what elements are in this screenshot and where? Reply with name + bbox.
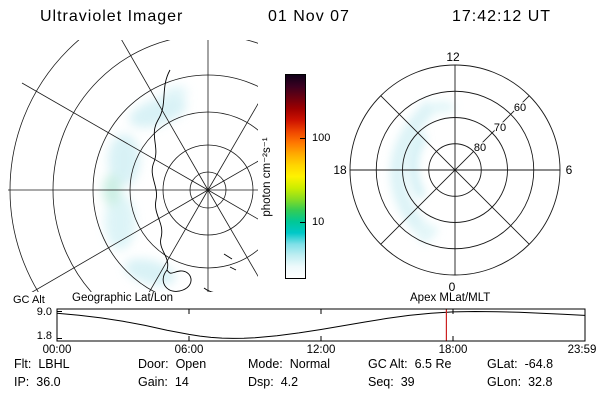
status-glat-value: -64.8: [524, 357, 554, 371]
mlt-label-6: 6: [566, 163, 573, 177]
timeline-ylabel: GC Alt: [13, 294, 45, 306]
xtick-0600: 06:00: [174, 344, 204, 356]
right-panel-title: Apex MLat/MLT: [410, 292, 491, 304]
status-seq-label: Seq:: [368, 375, 394, 389]
status-gcalt: GC Alt: 6.5 Re: [368, 357, 451, 371]
status-ip: IP: 36.0: [14, 375, 61, 389]
colorbar-tick-label: 10: [312, 215, 325, 228]
status-door-value: Open: [175, 357, 207, 371]
status-seq: Seq: 39: [368, 375, 415, 389]
status-seq-value: 39: [400, 375, 415, 389]
polar-mlt-panel: 12 0 18 6 80 70 60: [333, 50, 573, 294]
status-ip-label: IP:: [14, 375, 30, 389]
status-flt-value: LBHL: [38, 357, 70, 371]
date-display: 01 Nov 07: [268, 8, 350, 25]
xtick-1800: 18:00: [438, 344, 468, 356]
status-glat: GLat: -64.8: [487, 357, 553, 371]
aurora-emission-polar: [390, 99, 455, 245]
status-mode-value: Normal: [289, 357, 331, 371]
status-mode-label: Mode:: [248, 357, 283, 371]
status-glon-value: 32.8: [528, 375, 553, 389]
coastline: [151, 69, 237, 292]
status-flt-label: Flt:: [14, 357, 32, 371]
status-door-label: Door:: [138, 357, 169, 371]
mlt-label-0: 0: [449, 280, 456, 294]
mlat-mlt-grid: [349, 64, 561, 276]
status-gcalt-value: 6.5 Re: [414, 357, 452, 371]
geographic-map-panel: [8, 40, 258, 292]
gc-alt-timeline: [56, 308, 586, 342]
status-gcalt-label: GC Alt:: [368, 357, 408, 371]
mlt-label-18: 18: [333, 163, 347, 177]
colorbar-tick-label: 100: [312, 131, 331, 144]
mlat-label-80: 80: [474, 142, 486, 154]
status-glon: GLon: 32.8: [487, 375, 552, 389]
left-panel-title: Geographic Lat/Lon: [72, 292, 174, 304]
mlat-label-70: 70: [494, 122, 506, 134]
status-glon-label: GLon:: [487, 375, 522, 389]
status-door: Door: Open: [138, 357, 206, 371]
time-display: 17:42:12 UT: [452, 8, 552, 25]
status-dsp-label: Dsp:: [248, 375, 274, 389]
status-dsp: Dsp: 4.2: [248, 375, 298, 389]
colorbar-label: photon cm⁻²s⁻¹: [261, 137, 273, 217]
status-dsp-value: 4.2: [280, 375, 299, 389]
timeline-ticks: [57, 309, 454, 341]
status-gain-label: Gain:: [138, 375, 168, 389]
status-mode: Mode: Normal: [248, 357, 330, 371]
status-flt: Flt: LBHL: [14, 357, 70, 371]
mlat-label-60: 60: [514, 102, 526, 114]
colorbar-gradient: [285, 74, 306, 279]
status-gain: Gain: 14: [138, 375, 189, 389]
colorbar: 100 10: [285, 74, 330, 279]
mlt-label-12: 12: [446, 50, 460, 64]
gc-alt-curve: [56, 310, 585, 339]
tick-mark: [300, 221, 305, 223]
xtick-1200: 12:00: [306, 344, 336, 356]
status-gain-value: 14: [174, 375, 189, 389]
status-ip-value: 36.0: [36, 375, 61, 389]
xtick-0000: 00:00: [42, 344, 72, 356]
xtick-2359: 23:59: [567, 344, 597, 356]
geographic-grid: [8, 40, 258, 292]
app-title: Ultraviolet Imager: [40, 8, 184, 25]
tick-mark: [300, 137, 305, 139]
timeline-ytick-top: 9.0: [36, 306, 52, 318]
timeline-ytick-bot: 1.8: [36, 330, 52, 342]
status-glat-label: GLat:: [487, 357, 518, 371]
